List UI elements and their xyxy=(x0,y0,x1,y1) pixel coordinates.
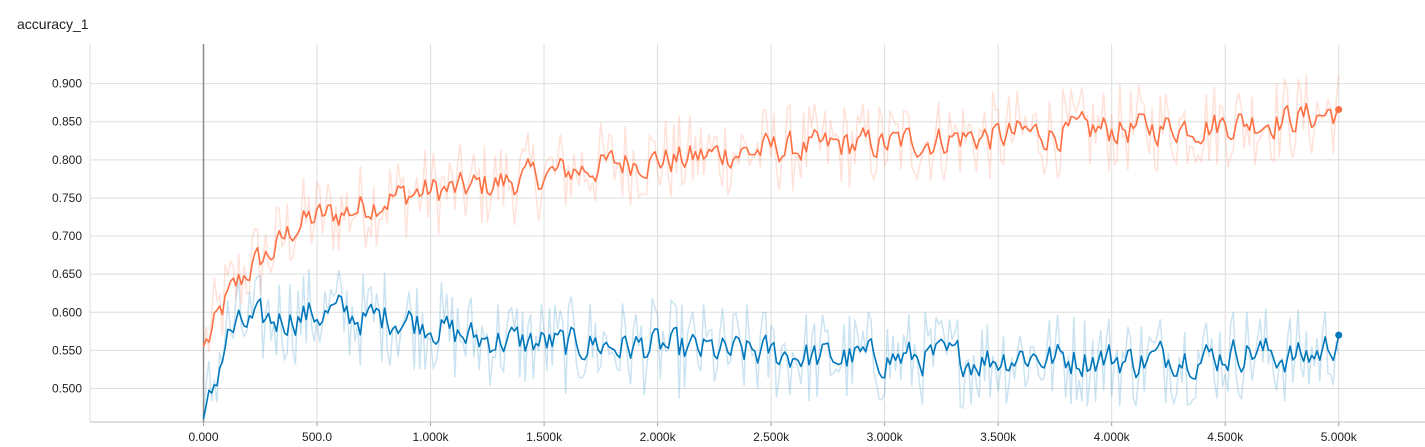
x-tick-label: 1.000k xyxy=(413,430,450,444)
series-1-end-point xyxy=(1335,331,1343,339)
y-tick-label: 0.550 xyxy=(52,343,82,357)
series-0-line xyxy=(202,103,1340,347)
y-tick-label: 0.900 xyxy=(52,77,82,91)
y-tick-label: 0.850 xyxy=(52,115,82,129)
chart-title: accuracy_1 xyxy=(17,16,89,32)
x-tick-label: 2.000k xyxy=(640,430,677,444)
x-tick-label: 5.000k xyxy=(1321,430,1358,444)
y-tick-label: 0.650 xyxy=(52,267,82,281)
series-1-line xyxy=(202,294,1340,420)
series-layer xyxy=(202,103,1343,420)
x-tick-label: 4.000k xyxy=(1094,430,1131,444)
x-tick-label: 4.500k xyxy=(1207,430,1244,444)
y-tick-label: 0.500 xyxy=(52,381,82,395)
x-tick-label: 500.0 xyxy=(302,430,332,444)
y-tick-label: 0.700 xyxy=(52,229,82,243)
x-tick-label: 1.500k xyxy=(526,430,563,444)
series-0-end-point xyxy=(1335,106,1343,114)
series-0-raw-line xyxy=(202,74,1340,353)
y-tick-label: 0.600 xyxy=(52,305,82,319)
x-tick-label: 0.000 xyxy=(189,430,219,444)
x-tick-label: 2.500k xyxy=(753,430,790,444)
y-tick-label: 0.800 xyxy=(52,153,82,167)
x-tick-label: 3.500k xyxy=(980,430,1017,444)
tick-labels: 0.500 0.550 0.600 0.650 0.700 0.750 0.800 0.850… xyxy=(52,77,1358,444)
y-tick-label: 0.750 xyxy=(52,191,82,205)
axes xyxy=(90,44,1425,426)
x-tick-label: 3.000k xyxy=(867,430,904,444)
